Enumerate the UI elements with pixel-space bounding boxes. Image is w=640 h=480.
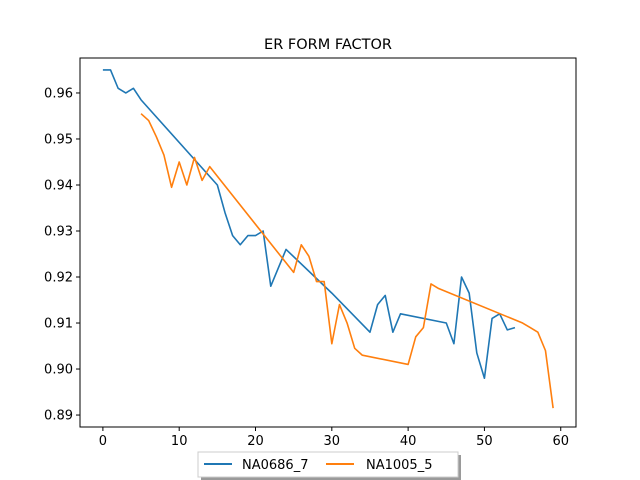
y-tick-label: 0.91 bbox=[44, 317, 73, 332]
y-tick-label: 0.92 bbox=[44, 271, 73, 286]
legend-label-series-2: NA1005_5 bbox=[366, 458, 432, 473]
y-tick-label: 0.95 bbox=[44, 132, 73, 147]
series-line-2 bbox=[140, 113, 554, 409]
chart-title: ER FORM FACTOR bbox=[264, 37, 392, 53]
x-tick-label: 10 bbox=[171, 434, 188, 449]
x-tick-label: 30 bbox=[324, 434, 341, 449]
legend-label-series-1: NA0686_7 bbox=[242, 458, 308, 473]
x-tick-label: 60 bbox=[552, 434, 569, 449]
plot-lines bbox=[102, 69, 554, 409]
x-tick-label: 50 bbox=[476, 434, 493, 449]
x-axis: 0 10 20 30 40 50 60 bbox=[99, 427, 569, 449]
plot-frame bbox=[79, 57, 577, 428]
y-tick-label: 0.96 bbox=[44, 86, 73, 101]
legend: NA0686_7 NA1005_5 bbox=[197, 451, 461, 480]
y-tick-label: 0.94 bbox=[44, 178, 73, 193]
x-tick-label: 40 bbox=[400, 434, 417, 449]
x-tick-label: 0 bbox=[99, 434, 107, 449]
y-tick-label: 0.89 bbox=[44, 409, 73, 424]
x-tick-label: 20 bbox=[247, 434, 264, 449]
y-tick-label: 0.93 bbox=[44, 224, 73, 239]
y-tick-label: 0.90 bbox=[44, 363, 73, 378]
y-axis: 0.89 0.90 0.91 0.92 0.93 0.94 0.95 0.96 bbox=[44, 86, 80, 424]
series-line-1 bbox=[102, 69, 516, 380]
